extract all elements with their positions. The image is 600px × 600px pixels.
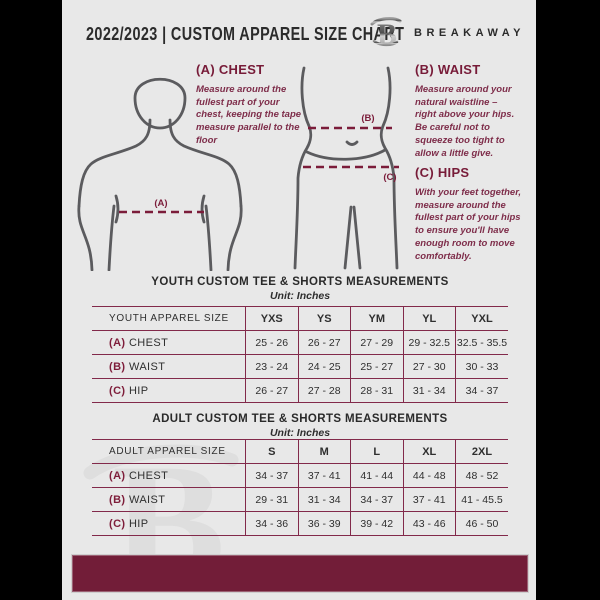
- torso-figure: (A): [77, 77, 243, 271]
- guide-section-chest: (A) CHEST Measure around the fullest par…: [196, 62, 308, 148]
- measurement-value-cell: 34 - 37: [455, 378, 508, 403]
- size-column-header: YS: [297, 306, 351, 331]
- measurement-value-cell: 41 - 45.5: [455, 487, 508, 512]
- hip-line: [305, 148, 387, 161]
- size-label-column-header: YOUTH APPAREL SIZE: [92, 306, 246, 331]
- measurement-value-cell: 28 - 31: [350, 378, 403, 403]
- chest-marker-label: (A): [154, 198, 167, 209]
- measurement-value-cell: 37 - 41: [402, 487, 456, 512]
- hips-instructions: With your feet together, measure around …: [415, 187, 522, 262]
- size-chart-flyer: 2022/2023 | CUSTOM APPAREL SIZE CHART B …: [62, 0, 536, 600]
- size-table-header-row: YOUTH APPAREL SIZE YXS YS YM YL YXL: [92, 306, 508, 331]
- size-column-header: S: [245, 439, 298, 464]
- right-letterbox-bar: [536, 0, 600, 600]
- lower-body-figure: (B) (C): [293, 66, 399, 270]
- measurement-value-cell: 36 - 39: [297, 511, 351, 536]
- measurement-value-cell: 23 - 24: [245, 354, 298, 379]
- measurement-value-cell: 34 - 37: [350, 487, 403, 512]
- measurement-label-cell: (B) WAIST: [92, 487, 246, 512]
- waist-instructions: Measure around your natural waistline – …: [415, 84, 515, 159]
- size-table-row: (C) HIP 34 - 36 36 - 39 39 - 42 43 - 46 46 - …: [92, 511, 508, 536]
- measurement-name: HIP: [125, 517, 149, 530]
- size-table-row: (B) WAIST 23 - 24 24 - 25 25 - 27 27 - 30 30 …: [92, 354, 508, 379]
- measurement-value-cell: 31 - 34: [402, 378, 456, 403]
- adult-size-table: ADULT APPAREL SIZE S M L XL 2XL (A) CHEST 34 - …: [92, 439, 508, 536]
- measurement-value-cell: 31 - 34: [297, 487, 351, 512]
- measurement-value-cell: 30 - 33: [455, 354, 508, 379]
- measurement-key: (B): [109, 493, 126, 506]
- measurement-value-cell: 26 - 27: [245, 378, 298, 403]
- measurement-key: (B): [109, 360, 126, 373]
- measurement-value-cell: 27 - 28: [297, 378, 351, 403]
- measurement-value-cell: 27 - 29: [350, 330, 403, 355]
- measurement-value-cell: 32.5 - 35.5: [455, 330, 508, 355]
- youth-table-unit: Unit: Inches: [269, 290, 331, 302]
- size-column-header: L: [350, 439, 403, 464]
- hips-marker-label: (C): [383, 172, 396, 183]
- measurement-key: (C): [109, 517, 126, 530]
- measurement-value-cell: 43 - 46: [402, 511, 456, 536]
- measurement-key: (C): [109, 384, 126, 397]
- size-column-header: YL: [402, 306, 456, 331]
- measurement-name: CHEST: [125, 469, 169, 482]
- measurement-value-cell: 46 - 50: [455, 511, 508, 536]
- svg-text:B: B: [377, 18, 397, 50]
- youth-table-title: YOUTH CUSTOM TEE & SHORTS MEASUREMENTS: [151, 276, 449, 288]
- measurement-value-cell: 34 - 36: [245, 511, 298, 536]
- chest-heading: (A) CHEST: [196, 62, 265, 77]
- measurement-value-cell: 37 - 41: [297, 463, 351, 488]
- measurement-value-cell: 41 - 44: [350, 463, 403, 488]
- size-table-row: (A) CHEST 25 - 26 26 - 27 27 - 29 29 - 32.5 3…: [92, 330, 508, 355]
- head-outline: [133, 77, 187, 130]
- measurement-value-cell: 24 - 25: [297, 354, 351, 379]
- measurement-value-cell: 48 - 52: [455, 463, 508, 488]
- footer-accent-bar: [72, 555, 528, 592]
- measurement-value-cell: 26 - 27: [297, 330, 351, 355]
- measurement-label-cell: (C) HIP: [92, 511, 246, 536]
- chest-instructions: Measure around the fullest part of your …: [196, 84, 302, 146]
- size-table-row: (C) HIP 26 - 27 27 - 28 28 - 31 31 - 34 34 - …: [92, 378, 508, 403]
- brand-name: BREAKAWAY: [414, 27, 525, 39]
- adult-table-unit: Unit: Inches: [269, 427, 331, 439]
- size-column-header: M: [297, 439, 351, 464]
- waist-heading: (B) WAIST: [415, 62, 481, 77]
- size-label-column-header: ADULT APPAREL SIZE: [92, 439, 246, 464]
- navel-mark: [345, 140, 359, 146]
- page-title: 2022/2023 | CUSTOM APPAREL SIZE CHART: [86, 24, 405, 44]
- hips-heading: (C) HIPS: [415, 165, 470, 180]
- size-column-header: YXS: [245, 306, 298, 331]
- measurement-label-cell: (A) CHEST: [92, 463, 246, 488]
- measurement-label-cell: (C) HIP: [92, 378, 246, 403]
- size-column-header: XL: [402, 439, 456, 464]
- measurement-value-cell: 39 - 42: [350, 511, 403, 536]
- breakaway-b-logo-icon: B: [370, 17, 402, 50]
- measurement-value-cell: 34 - 37: [245, 463, 298, 488]
- measurement-name: HIP: [125, 384, 149, 397]
- adult-table-title: ADULT CUSTOM TEE & SHORTS MEASUREMENTS: [152, 413, 448, 425]
- measurement-label-cell: (B) WAIST: [92, 354, 246, 379]
- measurement-name: WAIST: [125, 493, 166, 506]
- guide-section-waist: (B) WAIST Measure around your natural wa…: [415, 62, 519, 160]
- measurement-value-cell: 29 - 32.5: [402, 330, 456, 355]
- size-table-row: (B) WAIST 29 - 31 31 - 34 34 - 37 37 - 41 41 …: [92, 487, 508, 512]
- left-letterbox-bar: [0, 0, 62, 600]
- measurement-value-cell: 25 - 26: [245, 330, 298, 355]
- measurement-name: WAIST: [125, 360, 166, 373]
- measurement-value-cell: 27 - 30: [402, 354, 456, 379]
- measurement-key: (A): [109, 336, 126, 349]
- measurement-name: CHEST: [125, 336, 169, 349]
- measurement-label-cell: (A) CHEST: [92, 330, 246, 355]
- waist-marker-label: (B): [361, 113, 374, 124]
- measurement-value-cell: 29 - 31: [245, 487, 298, 512]
- size-column-header: 2XL: [455, 439, 508, 464]
- measurement-value-cell: 44 - 48: [402, 463, 456, 488]
- size-table-header-row: ADULT APPAREL SIZE S M L XL 2XL: [92, 439, 508, 464]
- guide-section-hips: (C) HIPS With your feet together, measur…: [415, 165, 525, 263]
- size-column-header: YXL: [455, 306, 508, 331]
- youth-size-table: YOUTH APPAREL SIZE YXS YS YM YL YXL (A) CHEST 2…: [92, 306, 508, 403]
- size-column-header: YM: [350, 306, 403, 331]
- measurement-key: (A): [109, 469, 126, 482]
- size-table-row: (A) CHEST 34 - 37 37 - 41 41 - 44 44 - 48 48 …: [92, 463, 508, 488]
- measurement-value-cell: 25 - 27: [350, 354, 403, 379]
